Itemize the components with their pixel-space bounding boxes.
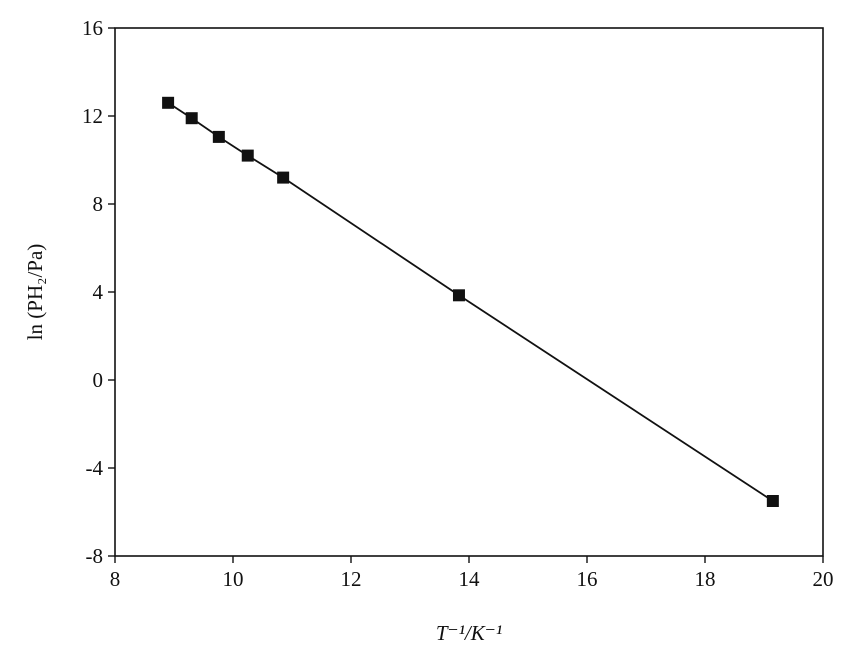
y-axis-label: ln (PH₂/Pa) <box>23 244 47 341</box>
data-point <box>241 149 254 162</box>
data-point <box>185 112 198 125</box>
y-tick-label: 8 <box>93 192 104 216</box>
x-tick-label: 18 <box>695 567 716 591</box>
y-tick-label: 12 <box>82 104 103 128</box>
data-point <box>277 171 290 184</box>
data-point <box>162 96 175 109</box>
x-tick-label: 12 <box>341 567 362 591</box>
y-tick-label: -4 <box>86 456 104 480</box>
fit-line <box>167 102 774 502</box>
y-tick-label: 4 <box>93 280 104 304</box>
x-tick-label: 10 <box>223 567 244 591</box>
data-point <box>766 495 779 507</box>
data-point <box>212 130 225 143</box>
x-tick-label: 8 <box>110 567 121 591</box>
data-point <box>452 289 465 302</box>
y-tick-label: 16 <box>82 16 103 40</box>
x-tick-label: 16 <box>577 567 598 591</box>
x-axis-label: T⁻¹/K⁻¹ <box>436 621 502 645</box>
y-tick-label: 0 <box>93 368 104 392</box>
plot-frame <box>114 27 824 557</box>
x-tick-label: 14 <box>459 567 481 591</box>
y-tick-label: -8 <box>86 544 104 568</box>
x-tick-label: 20 <box>813 567 834 591</box>
